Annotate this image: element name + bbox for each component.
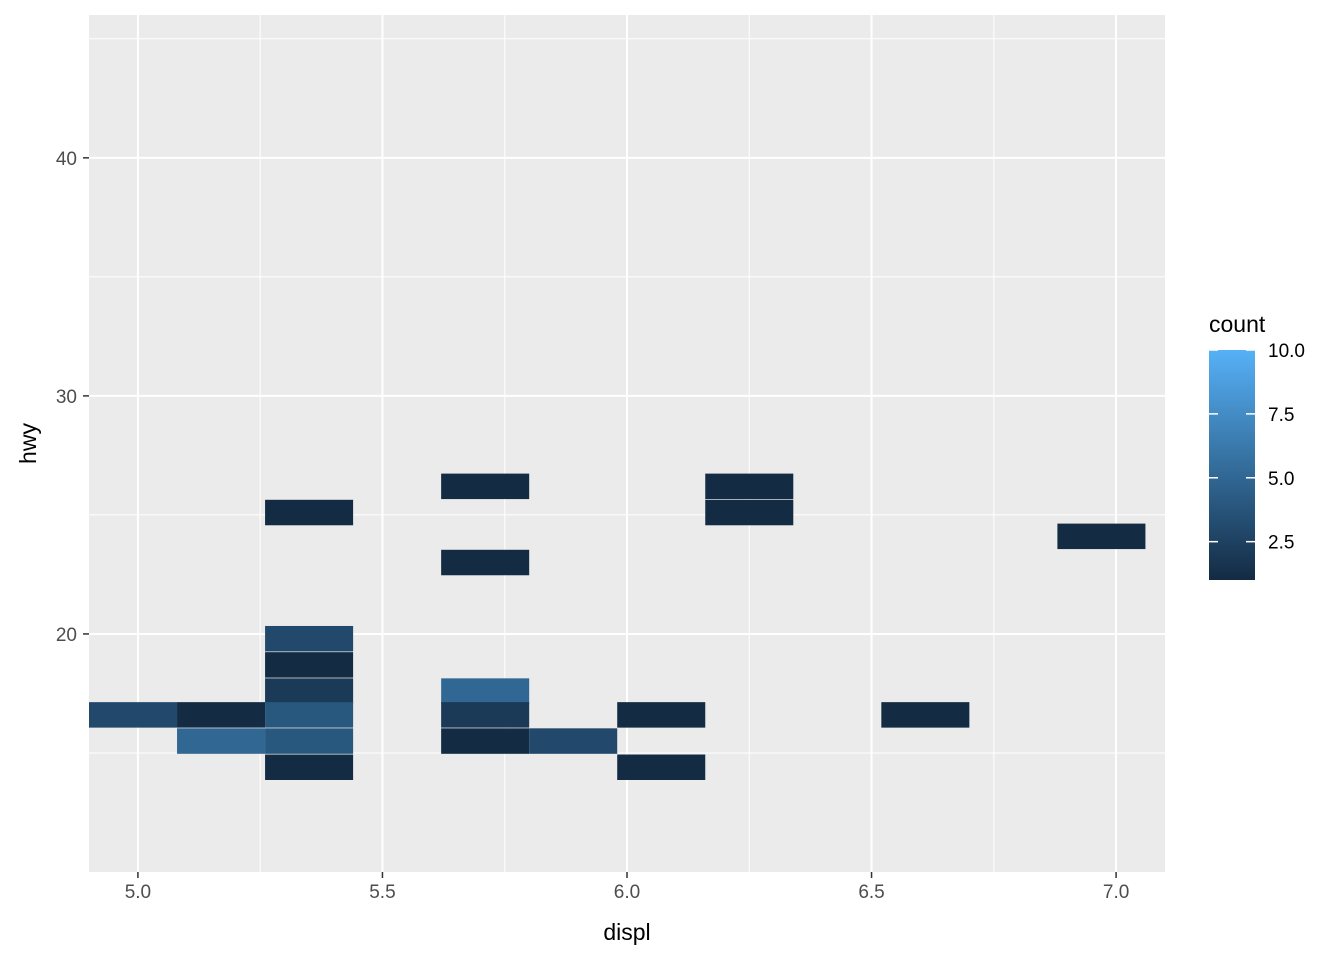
x-tick-label: 6.5 (858, 882, 884, 903)
heatmap-cell (177, 728, 266, 754)
legend-label: 5.0 (1268, 469, 1294, 490)
x-tick-label: 6.0 (614, 882, 640, 903)
heatmap-cell (441, 702, 530, 728)
heatmap-cell (705, 473, 794, 500)
legend-label: 2.5 (1268, 533, 1294, 554)
heatmap-cell (441, 473, 530, 500)
heatmap-cell (265, 499, 354, 526)
heatmap-cell (1057, 523, 1146, 550)
heatmap-cell (265, 728, 354, 754)
x-axis-title: displ (603, 919, 650, 945)
y-axis: 20 30 40 (56, 149, 89, 646)
heatmap-cells (89, 473, 1146, 780)
x-tick-label: 5.5 (369, 882, 395, 903)
heatmap-cell (177, 702, 266, 728)
y-tick-label: 20 (56, 625, 77, 646)
y-tick-label: 40 (56, 149, 77, 170)
heatmap-cell (881, 702, 970, 728)
x-tick-label: 7.0 (1103, 882, 1129, 903)
heatmap-cell (265, 652, 354, 678)
legend-title: count (1209, 311, 1266, 337)
grid-major (89, 15, 1165, 872)
heatmap-cell (265, 754, 354, 780)
legend-ticks: 2.5 5.0 7.5 10.0 (1209, 341, 1305, 554)
heatmap-cell (441, 678, 530, 704)
heatmap-cell (705, 499, 794, 526)
legend-label: 10.0 (1268, 341, 1305, 362)
heatmap-cell (617, 754, 706, 780)
legend-colorbar (1209, 350, 1255, 580)
x-axis: 5.0 5.5 6.0 6.5 7.0 (125, 872, 1129, 903)
y-axis-title: hwy (15, 423, 41, 464)
x-tick-label: 5.0 (125, 882, 151, 903)
heatmap-cell (89, 702, 178, 728)
heatmap-cell (617, 702, 706, 728)
heatmap-cell (265, 625, 354, 652)
heatmap-cell (441, 549, 530, 576)
heatmap-cell (265, 702, 354, 728)
legend: count 2.5 5.0 7.5 10.0 (1209, 311, 1305, 580)
heatmap-cell (265, 678, 354, 704)
legend-label: 7.5 (1268, 405, 1294, 426)
y-tick-label: 30 (56, 387, 77, 408)
heatmap-cell (529, 728, 618, 754)
heatmap-cell (441, 728, 530, 754)
